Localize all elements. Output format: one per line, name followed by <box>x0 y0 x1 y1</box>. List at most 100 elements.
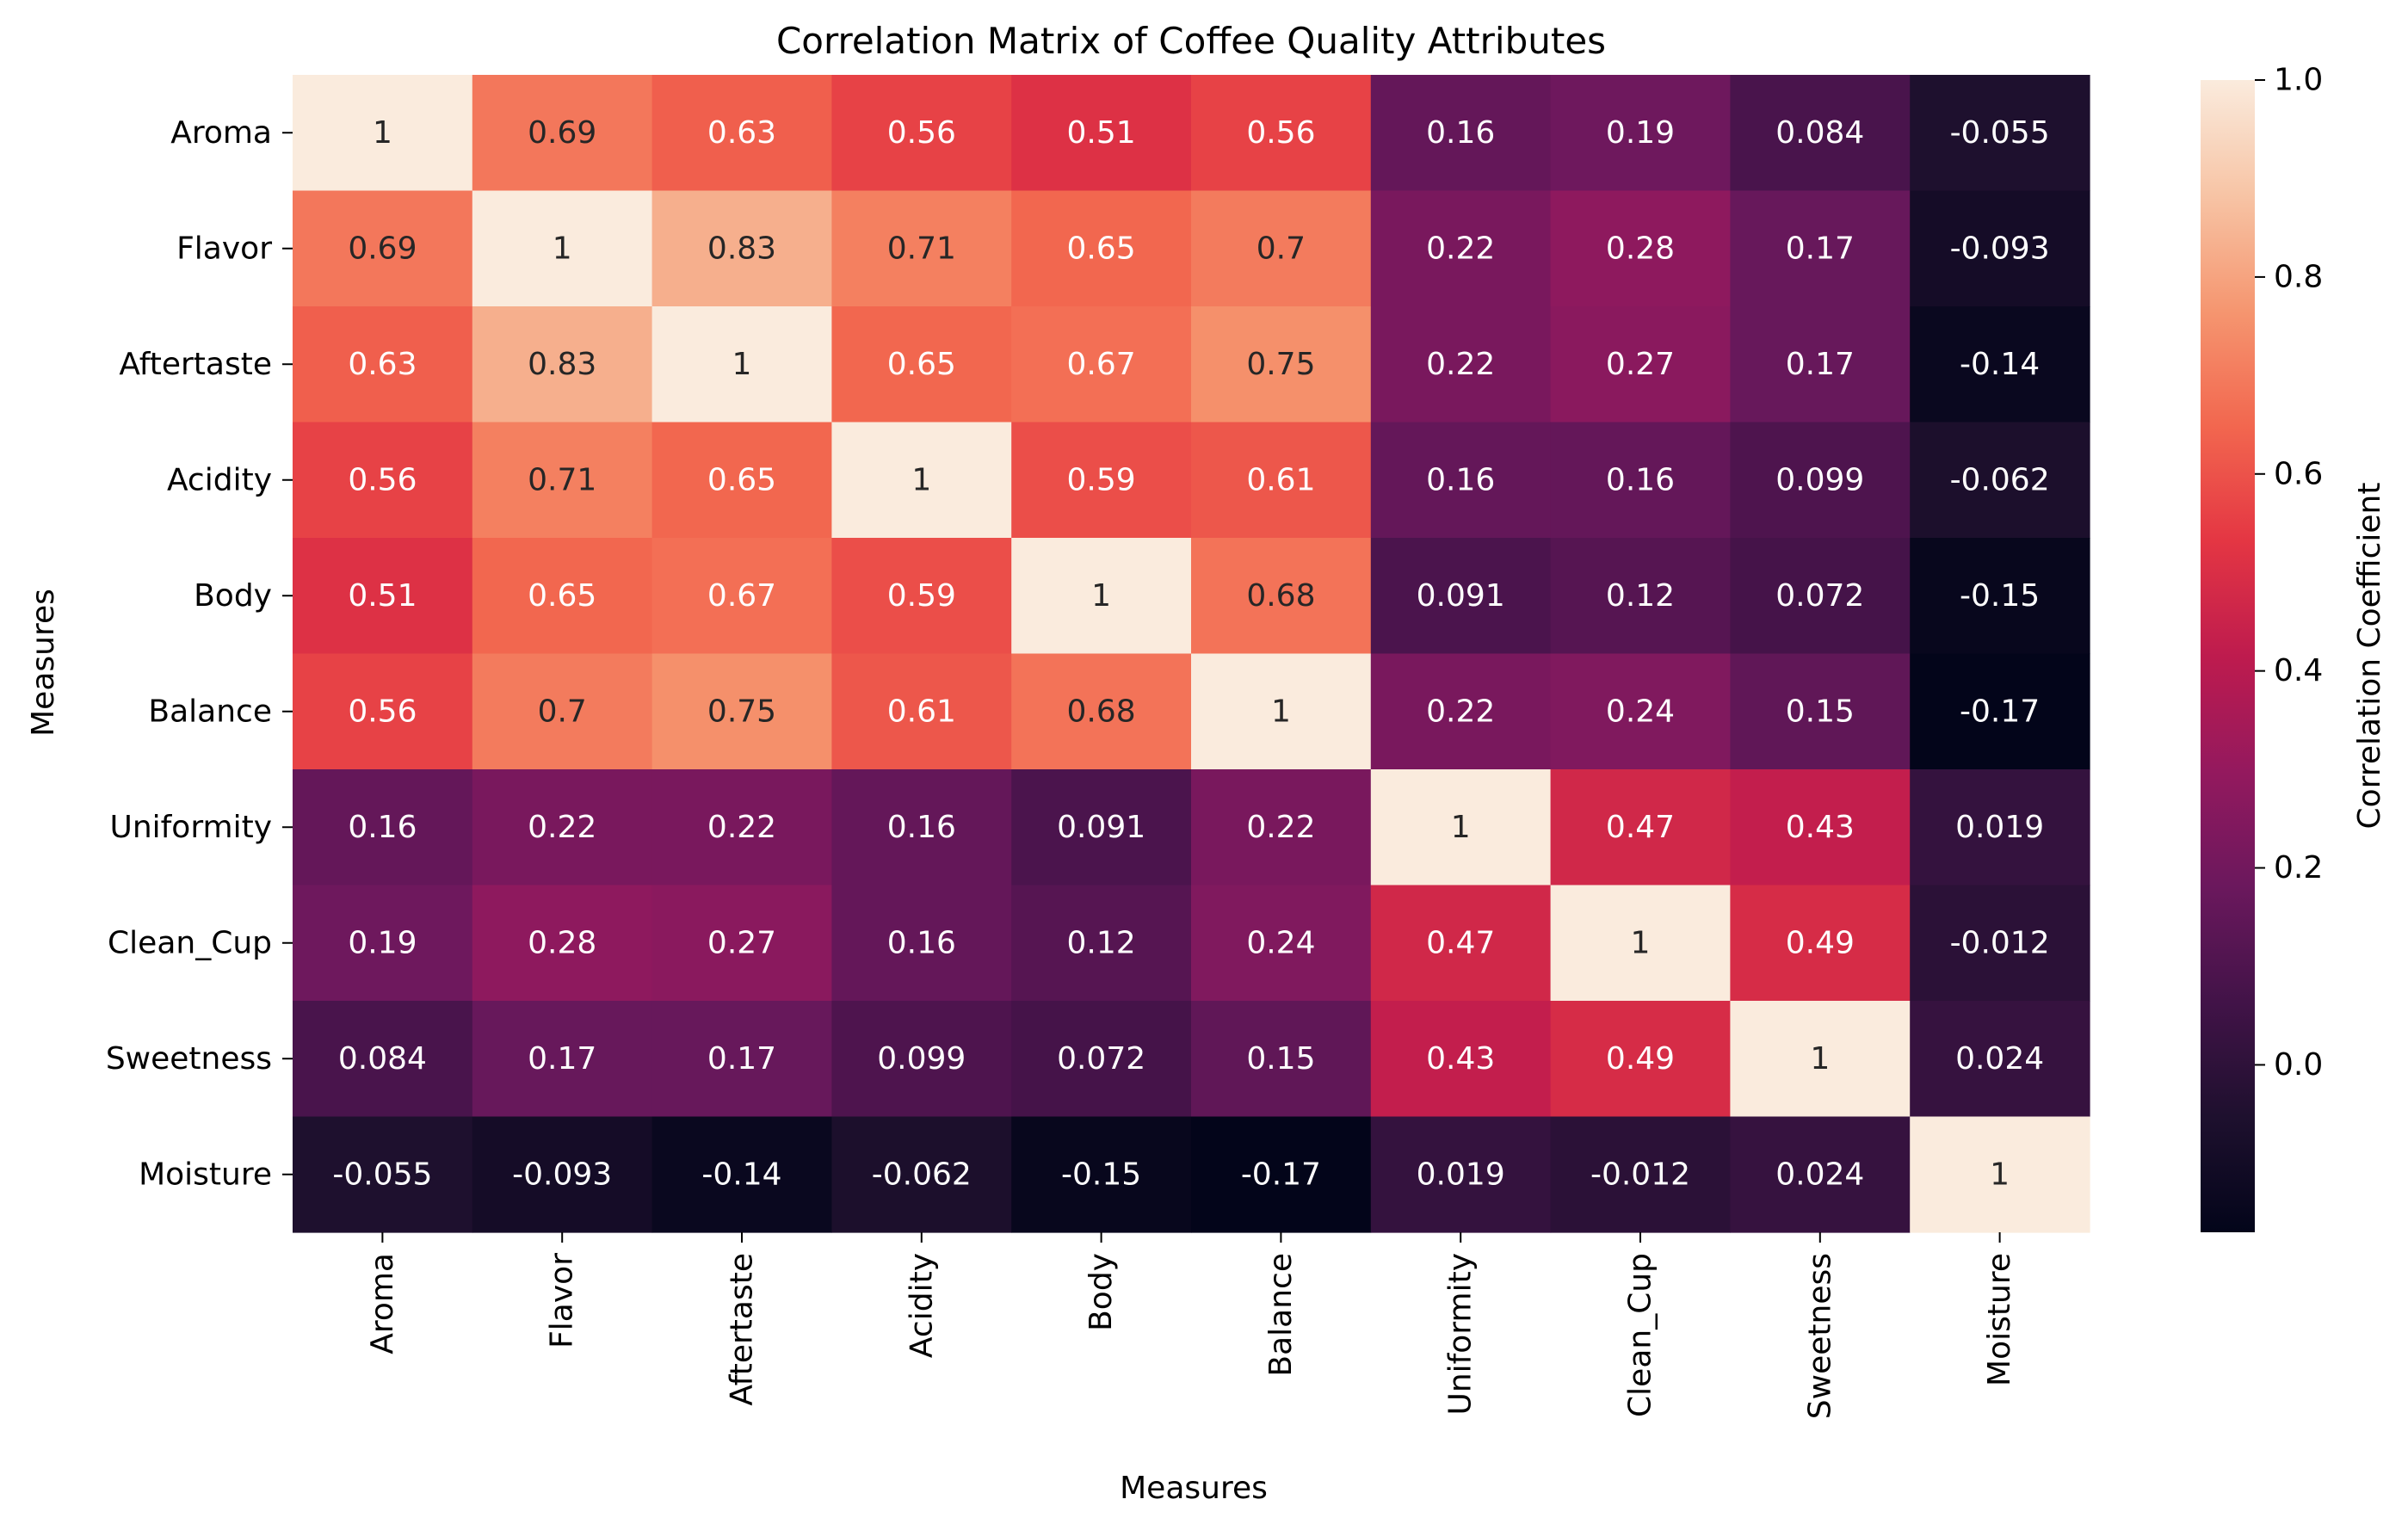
cell-value-label: 0.43 <box>1426 1041 1495 1077</box>
heatmap-cell <box>293 190 473 307</box>
row-tick-label: Aftertaste <box>119 347 272 382</box>
heatmap-cell <box>1370 306 1552 423</box>
cell-value-label: 1 <box>1990 1157 2010 1192</box>
cell-value-label: 0.24 <box>1606 694 1675 729</box>
cell-value-label: 0.12 <box>1067 925 1136 960</box>
heatmap-cell <box>1730 885 1911 1002</box>
cell-value-label: 0.56 <box>887 115 956 151</box>
cell-value-label: 0.084 <box>1775 115 1864 151</box>
heatmap-cell <box>1730 306 1911 423</box>
heatmap-cell <box>472 653 653 770</box>
colorbar-tick-label: 0.6 <box>2274 456 2323 491</box>
cell-value-label: 0.17 <box>707 1041 776 1077</box>
heatmap-cell <box>293 653 473 770</box>
cell-value-label: 0.51 <box>1067 115 1136 151</box>
cell-value-label: 0.024 <box>1775 1157 1864 1192</box>
row-tick-label: Moisture <box>139 1157 272 1192</box>
cell-value-label: 0.65 <box>887 347 956 382</box>
column-tick-label: Clean_Cup <box>1623 1253 1658 1417</box>
column-tick-label: Uniformity <box>1443 1253 1479 1416</box>
cell-value-label: 0.56 <box>348 462 417 497</box>
row-tick-label: Uniformity <box>109 810 272 845</box>
heatmap-cell <box>293 75 473 192</box>
cell-value-label: 0.75 <box>707 694 776 729</box>
cell-value-label: 0.072 <box>1775 578 1864 614</box>
heatmap-cell <box>831 538 1012 655</box>
row-tick-label: Body <box>194 578 272 614</box>
cell-value-label: -0.012 <box>1950 925 2050 960</box>
colorbar-label: Correlation Coefficient <box>2352 483 2387 830</box>
cell-value-label: -0.093 <box>1950 231 2050 266</box>
heatmap-cell <box>1910 422 2090 539</box>
heatmap-cell <box>651 885 832 1002</box>
colorbar-tick-label: 0.0 <box>2274 1047 2323 1083</box>
colorbar-tick-label: 0.8 <box>2274 259 2323 294</box>
heatmap-cell <box>1730 653 1911 770</box>
cell-value-label: 0.16 <box>1426 462 1495 497</box>
heatmap-cell <box>1370 538 1552 655</box>
cell-value-label: 0.15 <box>1246 1041 1315 1077</box>
cell-value-label: 0.22 <box>1246 810 1315 845</box>
heatmap-cell <box>1370 1001 1552 1118</box>
heatmap-cell <box>831 1001 1012 1118</box>
row-tick-label: Aroma <box>170 115 272 151</box>
cell-value-label: 0.084 <box>338 1041 427 1077</box>
cell-value-label: 0.51 <box>348 578 417 614</box>
heatmap-cell <box>293 769 473 886</box>
cell-value-label: 1 <box>911 462 931 497</box>
cell-value-label: 0.17 <box>528 1041 596 1077</box>
cell-value-label: 0.19 <box>348 925 417 960</box>
cell-value-label: 0.67 <box>707 578 776 614</box>
column-tick-label: Flavor <box>545 1253 580 1348</box>
cell-value-label: 0.22 <box>1426 694 1495 729</box>
heatmap-cell <box>1191 422 1372 539</box>
colorbar-ticks: 1.0 0.8 0.6 0.4 0.2 0.0 <box>2255 63 2323 1083</box>
heatmap-cell <box>831 1116 1012 1233</box>
heatmap-cell <box>1370 769 1552 886</box>
heatmap-cell <box>1550 422 1731 539</box>
row-tick-labels: Aroma Flavor Aftertaste Acidity Body Balance U… <box>106 115 293 1192</box>
heatmap-cell <box>1910 1001 2090 1118</box>
heatmap-cell <box>1730 190 1911 307</box>
column-tick-label: Aftertaste <box>725 1253 760 1406</box>
heatmap-cell <box>831 769 1012 886</box>
cell-value-label: 0.22 <box>707 810 776 845</box>
heatmap-cell <box>472 306 653 423</box>
heatmap-cell <box>1730 75 1911 192</box>
chart-title: Correlation Matrix of Coffee Quality Att… <box>776 20 1606 62</box>
heatmap-cell <box>1910 190 2090 307</box>
cell-value-label: 0.65 <box>528 578 596 614</box>
heatmap-cell <box>651 190 832 307</box>
cell-value-label: 0.61 <box>887 694 956 729</box>
cell-value-label: 0.43 <box>1786 810 1855 845</box>
cell-value-label: -0.17 <box>1241 1157 1321 1192</box>
heatmap-cell <box>1011 75 1192 192</box>
heatmap-cell <box>472 1116 653 1233</box>
heatmap-cell <box>1370 75 1552 192</box>
row-tick-label: Acidity <box>167 462 272 497</box>
cell-value-label: 0.69 <box>528 115 596 151</box>
heatmap-cell <box>1191 538 1372 655</box>
heatmap-cell <box>831 306 1012 423</box>
heatmap-cell <box>831 190 1012 307</box>
cell-value-label: -0.14 <box>701 1157 781 1192</box>
cell-value-label: 1 <box>1631 925 1651 960</box>
y-axis-label: Measures <box>26 589 61 737</box>
heatmap-cell <box>1191 306 1372 423</box>
cell-value-label: -0.062 <box>1950 462 2050 497</box>
cell-value-label: 1 <box>553 231 572 266</box>
row-tick-label: Balance <box>148 694 272 729</box>
heatmap-cell <box>1011 190 1192 307</box>
heatmap-cell <box>1011 538 1192 655</box>
cell-value-label: 0.019 <box>1955 810 2044 845</box>
column-tick-labels: Aroma Flavor Aftertaste Acidity Body Balance U… <box>365 1232 2017 1419</box>
colorbar-tick-label: 0.2 <box>2274 850 2323 885</box>
heatmap-cell <box>1191 190 1372 307</box>
cell-value-label: 0.091 <box>1057 810 1145 845</box>
heatmap-cell <box>1370 1116 1552 1233</box>
heatmap-cell <box>1550 306 1731 423</box>
column-tick-label: Balance <box>1263 1253 1299 1377</box>
heatmap-cell <box>831 653 1012 770</box>
heatmap-cell <box>1191 769 1372 886</box>
